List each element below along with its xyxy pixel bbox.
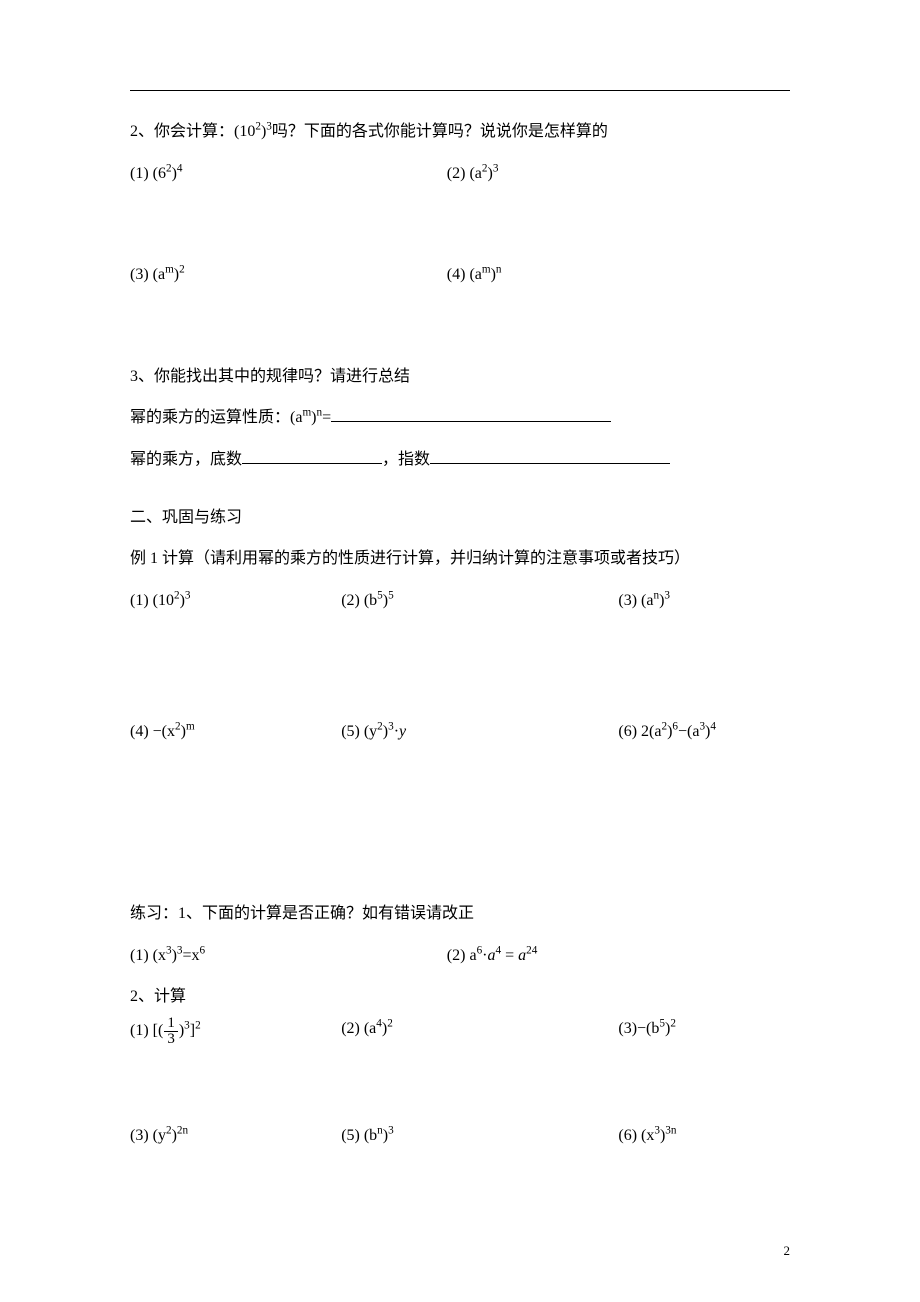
practice-calc-1: (1) [(13)3]2 [130,1016,341,1047]
page-number: 2 [784,1241,791,1262]
frac-num: 1 [164,1016,178,1032]
q2-prompt-pre: 2、你会计算： [130,123,234,140]
q2-prompt-post: 吗？下面的各式你能计算吗？说说你是怎样算的 [272,123,608,140]
ex1-row1: (1) (102)3 (2) (b5)5 (3) (an)3 [130,588,790,614]
ex1-item-2: (2) (b5)5 [341,588,618,614]
q2-item-4: (4) (am)n [447,262,790,288]
q3-blank-3 [430,463,670,464]
practice-calc-3: (3)−(b5)2 [618,1016,790,1047]
q3-line1: 3、你能找出其中的规律吗？请进行总结 [130,364,790,390]
ex1-item-1: (1) (102)3 [130,588,341,614]
q2-prompt-math: (102)3 [234,123,272,140]
q2-item-2: (2) (a2)3 [447,161,790,187]
practice-heading: 练习：1、下面的计算是否正确？如有错误请改正 [130,901,790,927]
ex1-item-3: (3) (an)3 [618,588,790,614]
q2-row2: (3) (am)2 (4) (am)n [130,262,790,288]
practice-calc-2: (2) (a4)2 [341,1016,618,1047]
fraction-1-3: 13 [164,1016,178,1047]
q3-rule: 幂的乘方的运算性质：(am)n= [130,405,790,431]
practice-calc-4: (3) (y2)2n [130,1123,341,1149]
practice-calc-5: (5) (bn)3 [341,1123,618,1149]
practice-row3: (3) (y2)2n (5) (bn)3 (6) (x3)3n [130,1123,790,1149]
ex1-item-4: (4) −(x2)m [130,719,341,745]
ex1-intro: 例 1 计算（请利用幂的乘方的性质进行计算，并归纳计算的注意事项或者技巧） [130,546,790,572]
frac-den: 3 [164,1032,178,1047]
practice-row2: (1) [(13)3]2 (2) (a4)2 (3)−(b5)2 [130,1016,790,1047]
q3-blank-1 [331,421,611,422]
q2-item-3: (3) (am)2 [130,262,447,288]
q2-row1: (1) (62)4 (2) (a2)3 [130,161,790,187]
q3-base-mid: ，指数 [382,451,430,468]
q3-blank-2 [242,463,382,464]
top-rule [130,90,790,91]
practice-item-1: (1) (x3)3=x6 [130,943,447,969]
frac1-pre: (1) [( [130,1022,163,1039]
q3-base-pre: 幂的乘方，底数 [130,451,242,468]
frac1-post: )3]2 [179,1022,201,1039]
ex1-row2: (4) −(x2)m (5) (y2)3·y (6) 2(a2)6−(a3)4 [130,719,790,745]
practice-item-2: (2) a6·a4 = a24 [447,943,790,969]
sec2-heading: 二、巩固与练习 [130,505,790,531]
ex1-item-5: (5) (y2)3·y [341,719,618,745]
practice-row1: (1) (x3)3=x6 (2) a6·a4 = a24 [130,943,790,969]
q3-base: 幂的乘方，底数 ，指数 [130,447,790,473]
q2-prompt: 2、你会计算：(102)3吗？下面的各式你能计算吗？说说你是怎样算的 [130,119,790,145]
ex1-item-6: (6) 2(a2)6−(a3)4 [618,719,790,745]
q2-item-1: (1) (62)4 [130,161,447,187]
q3-rule-pre: 幂的乘方的运算性质：(am)n= [130,409,331,426]
practice-calc-heading: 2、计算 [130,984,790,1010]
practice-calc-6: (6) (x3)3n [618,1123,790,1149]
